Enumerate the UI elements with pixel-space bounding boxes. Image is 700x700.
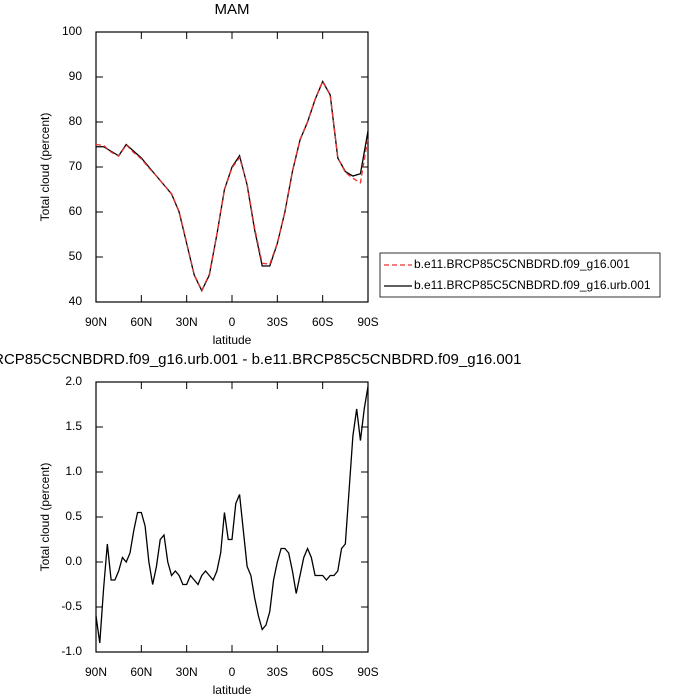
plot-frame [95, 381, 369, 653]
y-tick-label: 1.0 [65, 464, 82, 478]
y-tick-label: 40 [69, 294, 83, 308]
x-tick-label: 90S [357, 315, 378, 329]
y-tick-label: 80 [69, 114, 83, 128]
y-tick-label: 2.0 [65, 374, 82, 388]
y-tick-label: 90 [69, 69, 83, 83]
data-line [96, 80, 369, 293]
x-tick-label: 90S [357, 665, 378, 679]
legend-box [379, 252, 661, 298]
x-tick-label: 60N [130, 665, 152, 679]
y-tick-label: 1.5 [65, 419, 82, 433]
y-tick-label: 0.5 [65, 509, 82, 523]
x-tick-label: 30S [267, 665, 288, 679]
y-axis-title: Total cloud (percent) [38, 113, 52, 222]
data-line [95, 79, 369, 292]
legend-label: b.e11.BRCP85C5CNBDRD.f09_g16.urb.001 [414, 278, 651, 292]
x-tick-label: 90N [85, 315, 107, 329]
x-tick-label: 30S [267, 315, 288, 329]
y-tick-label: -0.5 [61, 599, 82, 613]
y-tick-label: 0.0 [65, 554, 82, 568]
x-tick-label: 60N [130, 315, 152, 329]
x-tick-label: 30N [176, 315, 198, 329]
y-tick-label: -1.0 [61, 644, 82, 658]
x-tick-label: 0 [229, 665, 236, 679]
chart-title: MAM [215, 1, 250, 18]
chart-title: b.e11.BRCP85C5CNBDRD.f09_g16.urb.001 - b… [0, 351, 521, 368]
y-tick-label: 70 [69, 159, 83, 173]
data-line [95, 386, 369, 644]
x-tick-label: 0 [229, 315, 236, 329]
plot-frame [95, 31, 369, 303]
x-tick-label: 30N [176, 665, 198, 679]
y-tick-label: 60 [69, 204, 83, 218]
x-axis-title: latitude [213, 683, 252, 697]
y-tick-label: 50 [69, 249, 83, 263]
x-tick-label: 90N [85, 665, 107, 679]
y-axis-title: Total cloud (percent) [38, 463, 52, 572]
y-tick-label: 100 [62, 24, 82, 38]
x-tick-label: 60S [312, 665, 333, 679]
legend-label: b.e11.BRCP85C5CNBDRD.f09_g16.001 [414, 257, 630, 271]
x-axis-title: latitude [213, 333, 252, 347]
x-tick-label: 60S [312, 315, 333, 329]
